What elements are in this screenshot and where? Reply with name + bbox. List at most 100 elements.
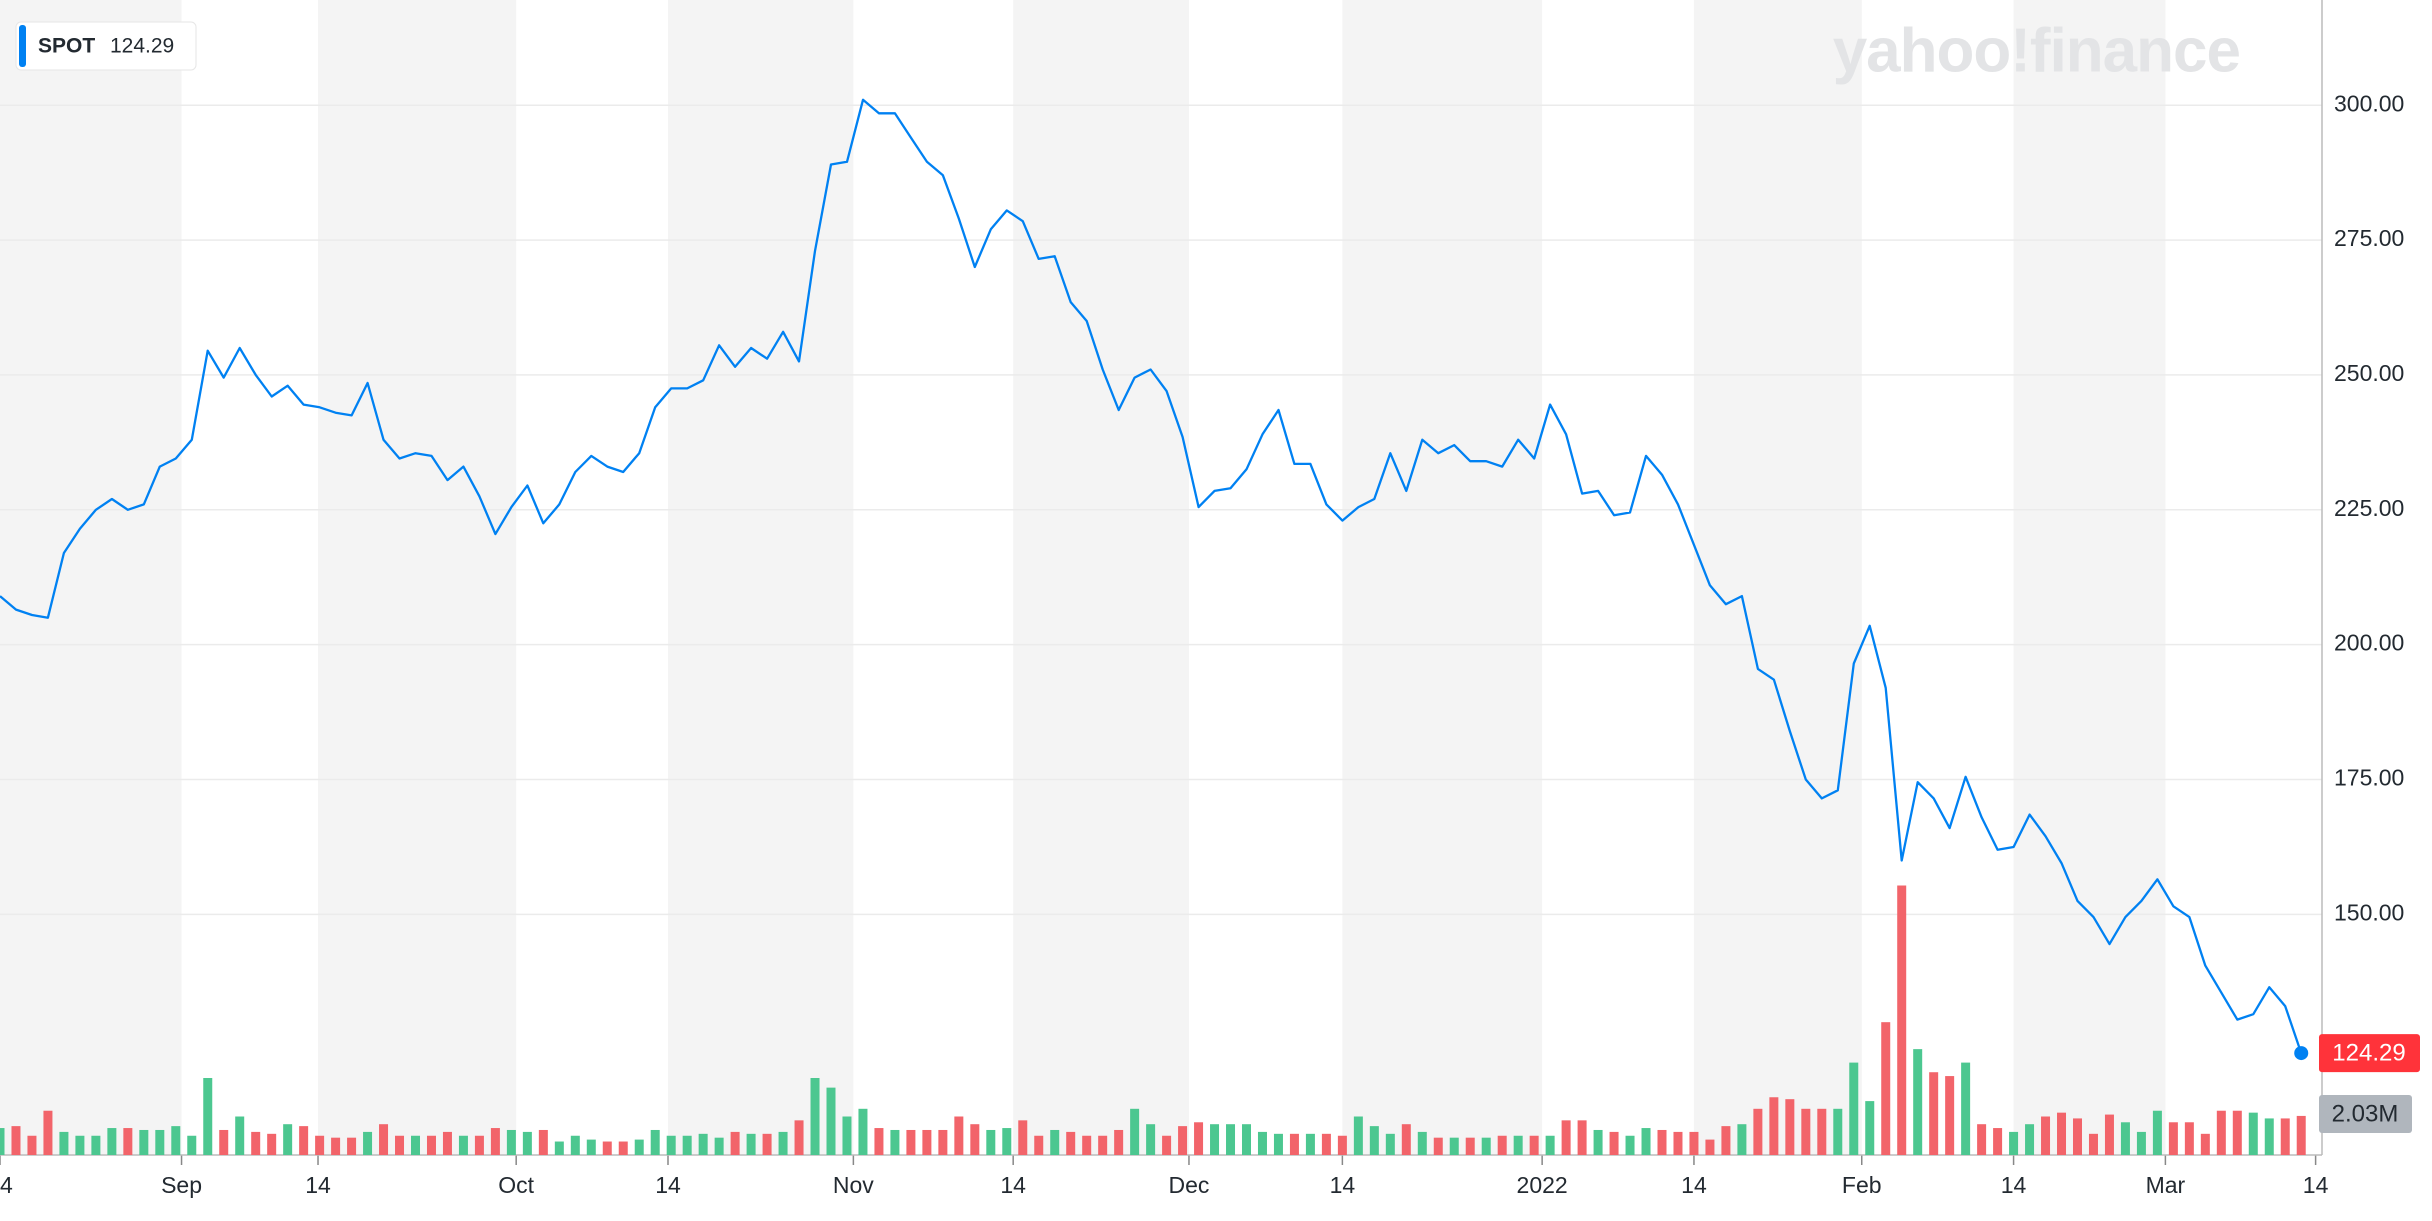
volume-bar <box>890 1129 900 1155</box>
date-band <box>1013 0 1189 1155</box>
volume-bar <box>426 1135 436 1155</box>
volume-bar <box>874 1128 884 1155</box>
date-band <box>667 0 854 1155</box>
volume-bar <box>1593 1129 1603 1155</box>
y-tick-label: 200.00 <box>2334 630 2404 656</box>
volume-bar <box>1561 1120 1571 1155</box>
volume-bar <box>1865 1101 1875 1155</box>
volume-bar <box>1241 1124 1251 1155</box>
volume-bar <box>730 1131 740 1155</box>
y-tick-label: 150.00 <box>2334 899 2404 925</box>
volume-bar <box>1801 1108 1811 1155</box>
volume-bar <box>2088 1133 2098 1155</box>
volume-bar <box>410 1135 420 1155</box>
volume-bar <box>1497 1135 1507 1155</box>
volume-bar <box>570 1135 580 1155</box>
volume-bar <box>1321 1133 1331 1155</box>
volume-bar <box>906 1129 916 1155</box>
volume-bar <box>235 1116 245 1155</box>
volume-bar <box>746 1133 756 1155</box>
volume-bar <box>1705 1139 1715 1155</box>
volume-bar <box>762 1133 772 1155</box>
date-band <box>1693 0 1862 1155</box>
volume-bar <box>1513 1135 1523 1155</box>
volume-bar <box>1737 1124 1747 1155</box>
volume-bar <box>1082 1135 1092 1155</box>
volume-tag-label: 2.03M <box>2332 1100 2399 1127</box>
y-tick-label: 175.00 <box>2334 765 2404 791</box>
volume-bar <box>1369 1126 1379 1155</box>
volume-bar <box>2232 1110 2242 1155</box>
volume-bar <box>2041 1116 2051 1155</box>
volume-bar <box>682 1135 692 1155</box>
volume-bar <box>1465 1137 1475 1155</box>
volume-bar <box>938 1129 948 1155</box>
volume-bar <box>1098 1135 1108 1155</box>
volume-bar <box>1545 1135 1555 1155</box>
watermark: yahoo!finance <box>1833 16 2240 85</box>
volume-bar <box>1945 1076 1955 1155</box>
volume-bar <box>922 1129 932 1155</box>
date-band <box>318 0 517 1155</box>
volume-bar <box>1034 1135 1044 1155</box>
volume-bar <box>970 1124 980 1155</box>
volume-bar <box>954 1116 964 1155</box>
volume-bar <box>2057 1112 2067 1155</box>
legend-box <box>15 21 197 71</box>
x-tick-label: Mar <box>2146 1172 2186 1198</box>
volume-bar <box>139 1129 149 1155</box>
x-tick-label: 14 <box>2001 1172 2027 1198</box>
volume-bar <box>11 1126 21 1155</box>
volume-bar <box>650 1129 660 1155</box>
volume-bar <box>395 1135 405 1155</box>
volume-bar <box>1785 1099 1795 1155</box>
volume-bar <box>1913 1049 1923 1155</box>
volume-bar <box>858 1108 868 1155</box>
volume-bar <box>826 1087 836 1155</box>
volume-bar <box>634 1139 644 1155</box>
volume-bar <box>43 1110 53 1155</box>
volume-bar <box>1993 1128 2003 1155</box>
volume-bar <box>490 1128 500 1155</box>
x-tick-label: 14 <box>1330 1172 1356 1198</box>
volume-bar <box>1018 1120 1028 1155</box>
volume-bar <box>1337 1135 1347 1155</box>
volume-bar <box>187 1135 197 1155</box>
x-tick-label: Feb <box>1842 1172 1882 1198</box>
volume-bar <box>331 1137 341 1155</box>
date-band <box>0 0 182 1155</box>
volume-bar <box>1897 885 1907 1155</box>
volume-bar <box>2120 1122 2130 1155</box>
volume-bar <box>1769 1097 1779 1155</box>
volume-bar <box>1641 1128 1651 1155</box>
date-band <box>1342 0 1543 1155</box>
y-tick-label: 250.00 <box>2334 360 2404 386</box>
x-tick-label: 14 <box>305 1172 331 1198</box>
volume-bar <box>1050 1129 1060 1155</box>
x-tick-label: Oct <box>498 1172 534 1198</box>
volume-bar <box>1673 1131 1683 1155</box>
volume-bar <box>2216 1110 2226 1155</box>
volume-bar <box>2009 1131 2019 1155</box>
volume-bar <box>1625 1135 1635 1155</box>
x-tick-label: Nov <box>833 1172 874 1198</box>
x-tick-label: 14 <box>1681 1172 1707 1198</box>
volume-bar <box>251 1131 261 1155</box>
volume-bar <box>155 1129 165 1155</box>
volume-bar <box>299 1126 309 1155</box>
volume-bar <box>474 1135 484 1155</box>
price-tag <box>2319 1034 2420 1073</box>
volume-bar <box>458 1135 468 1155</box>
volume-bar <box>1273 1133 1283 1155</box>
volume-bar <box>2136 1131 2146 1155</box>
volume-bar <box>1114 1129 1124 1155</box>
volume-bar <box>1178 1126 1188 1155</box>
volume-bar <box>1929 1072 1939 1155</box>
last-point <box>2294 1046 2309 1061</box>
x-tick-label: Dec <box>1169 1172 1210 1198</box>
y-tick-label: 275.00 <box>2334 225 2404 251</box>
volume-bar <box>1657 1129 1667 1155</box>
volume-bar <box>1257 1131 1267 1155</box>
volume-bar <box>714 1137 724 1155</box>
volume-bar <box>602 1141 612 1155</box>
